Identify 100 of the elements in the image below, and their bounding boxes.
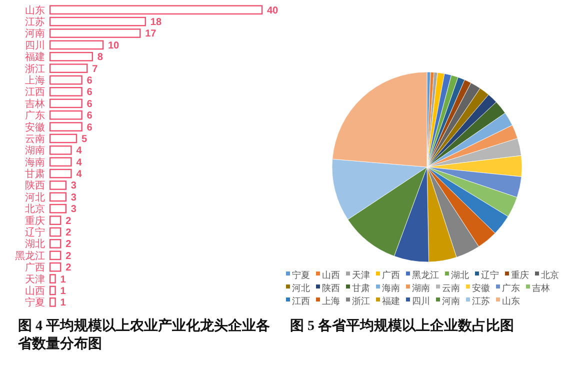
legend-label: 河北 bbox=[292, 283, 310, 293]
legend-label: 福建 bbox=[382, 296, 400, 306]
bar bbox=[49, 64, 88, 73]
data-label: 6 bbox=[86, 76, 93, 86]
y-tick-label: 河北 bbox=[25, 191, 45, 204]
legend-label: 广西 bbox=[382, 270, 400, 280]
y-tick-label: 天津 bbox=[25, 273, 45, 286]
data-label: 1 bbox=[60, 274, 66, 286]
data-label: 6 bbox=[86, 98, 93, 110]
legend-label: 重庆 bbox=[511, 270, 529, 280]
y-tick-label: 重庆 bbox=[25, 214, 45, 227]
bar bbox=[49, 297, 56, 307]
text: 图 4 平均规模以上农业产业化龙头企业各省数量分布图 bbox=[18, 318, 271, 354]
data-label: 18 bbox=[150, 17, 162, 28]
y-tick-label: 云南 bbox=[25, 132, 45, 145]
legend-label: 山东 bbox=[502, 296, 520, 306]
data-label: 2 bbox=[66, 216, 72, 227]
bar bbox=[49, 5, 263, 15]
data-label: 3 bbox=[70, 192, 77, 204]
legend-label: 宁夏 bbox=[292, 270, 310, 280]
bar bbox=[49, 192, 66, 202]
bar bbox=[49, 28, 141, 38]
legend-label: 湖南 bbox=[412, 283, 430, 293]
bar bbox=[49, 168, 72, 178]
bar bbox=[49, 157, 72, 167]
bar bbox=[49, 40, 104, 50]
y-tick-label: 河南 bbox=[25, 28, 45, 40]
legend-label: 天津 bbox=[352, 270, 370, 280]
y-tick-label: 山西 bbox=[25, 284, 45, 297]
bar bbox=[49, 180, 66, 190]
data-label: 6 bbox=[86, 110, 93, 122]
data-label: 17 bbox=[145, 28, 157, 40]
bar bbox=[49, 239, 62, 248]
y-tick-label: 山东 bbox=[25, 4, 45, 16]
y-tick-label: 广东 bbox=[25, 110, 45, 122]
y-tick-label: 湖南 bbox=[25, 144, 45, 157]
bar bbox=[49, 134, 78, 144]
data-label: 2 bbox=[66, 262, 72, 274]
bar bbox=[49, 98, 82, 108]
y-tick-label: 北京 bbox=[25, 203, 45, 216]
data-label: 40 bbox=[267, 5, 279, 16]
bar bbox=[49, 52, 93, 62]
data-label: 2 bbox=[66, 228, 72, 238]
bar bbox=[49, 286, 56, 296]
y-tick-label: 辽宁 bbox=[25, 226, 45, 238]
legend-label: 河南 bbox=[442, 296, 460, 306]
bar bbox=[49, 16, 146, 26]
legend-label: 四川 bbox=[412, 296, 430, 306]
bar bbox=[49, 227, 62, 237]
bar bbox=[49, 262, 62, 272]
bar bbox=[49, 204, 66, 214]
y-tick-label: 福建 bbox=[25, 51, 45, 64]
y-tick-label: 广西 bbox=[25, 262, 45, 274]
y-tick-label: 安徽 bbox=[25, 121, 45, 134]
legend-label: 湖北 bbox=[451, 270, 469, 280]
y-tick-label: 海南 bbox=[25, 156, 45, 168]
data-label: 4 bbox=[76, 146, 82, 157]
data-label: 4 bbox=[76, 157, 82, 168]
legend-label: 海南 bbox=[382, 283, 400, 293]
legend-label: 北京 bbox=[541, 270, 559, 280]
bar bbox=[49, 75, 82, 85]
bar bbox=[49, 122, 82, 132]
data-label: 2 bbox=[66, 239, 72, 250]
data-label: 1 bbox=[60, 286, 66, 297]
y-tick-label: 四川 bbox=[25, 39, 45, 52]
data-label: 5 bbox=[82, 134, 88, 145]
data-label: 6 bbox=[86, 122, 93, 134]
bar bbox=[49, 110, 82, 120]
legend-label: 辽宁 bbox=[481, 270, 499, 280]
legend-label: 吉林 bbox=[532, 283, 550, 293]
y-tick-label: 甘肃 bbox=[25, 168, 45, 180]
y-tick-label: 江苏 bbox=[25, 16, 45, 28]
legend-label: 山西 bbox=[322, 270, 340, 280]
legend-label: 云南 bbox=[442, 283, 460, 293]
y-tick-label: 江西 bbox=[25, 86, 45, 98]
text: 图 5 各省平均规模以上企业数占比图 bbox=[290, 318, 515, 336]
data-label: 2 bbox=[66, 250, 72, 262]
data-label: 1 bbox=[60, 298, 66, 309]
y-tick-label: 浙江 bbox=[25, 62, 45, 75]
data-label: 4 bbox=[76, 169, 82, 180]
data-label: 6 bbox=[86, 87, 93, 98]
legend-label: 安徽 bbox=[472, 283, 490, 293]
data-label: 10 bbox=[108, 40, 120, 52]
bar bbox=[49, 216, 62, 225]
legend-label: 甘肃 bbox=[352, 283, 370, 293]
y-tick-label: 上海 bbox=[25, 74, 45, 86]
data-label: 3 bbox=[70, 204, 77, 216]
legend-label: 上海 bbox=[322, 296, 340, 306]
bar bbox=[49, 274, 56, 284]
y-tick-label: 黑龙江 bbox=[15, 250, 45, 262]
bar bbox=[49, 250, 62, 260]
legend-label: 陕西 bbox=[322, 283, 340, 293]
legend-label: 广东 bbox=[502, 283, 520, 293]
legend-label: 江西 bbox=[292, 296, 310, 306]
bar bbox=[49, 145, 72, 155]
y-tick-label: 陕西 bbox=[25, 180, 45, 192]
y-tick-label: 宁夏 bbox=[25, 296, 45, 309]
legend-label: 江苏 bbox=[472, 296, 490, 306]
data-label: 3 bbox=[70, 180, 77, 192]
y-tick-label: 吉林 bbox=[25, 98, 45, 110]
